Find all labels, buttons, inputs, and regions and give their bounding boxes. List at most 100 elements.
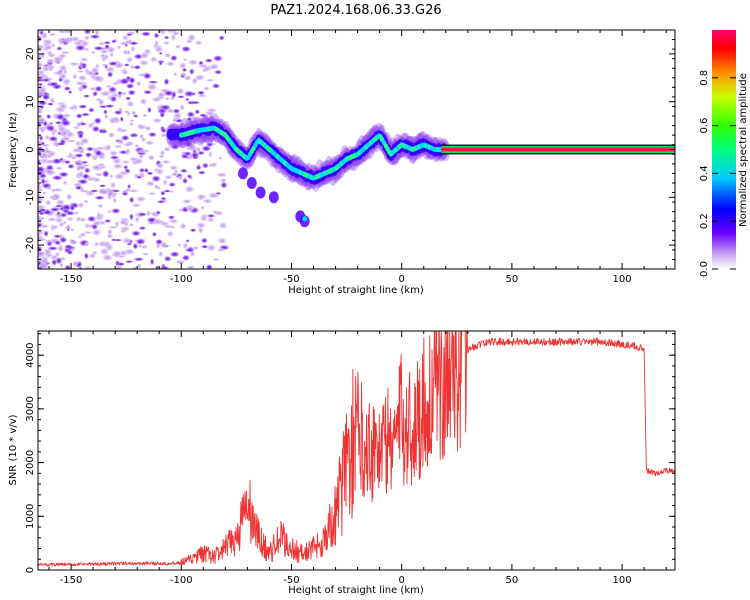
spectrogram-noise-blob: [165, 60, 175, 67]
spectrogram-noise-blob: [66, 249, 74, 255]
spectrogram-noise-blob: [71, 147, 83, 153]
spectrogram-noise-blob: [77, 85, 85, 93]
spectrogram-noise-blob: [163, 35, 170, 40]
spectrogram-noise-blob: [138, 167, 146, 173]
spectrogram-noise-blob: [154, 39, 159, 47]
spectrogram-noise-blob: [123, 221, 129, 228]
spectrogram-noise-blob: [81, 173, 91, 180]
spectrogram-marks: [38, 30, 675, 269]
spectrogram-noise-blob: [117, 128, 129, 133]
spectrogram-noise-blob: [206, 213, 216, 218]
spectrogram-blob: [246, 176, 257, 189]
spectrogram-noise-blob: [113, 172, 125, 181]
spectrogram-noise-blob: [153, 32, 160, 39]
spectrogram-noise-blob: [113, 109, 123, 116]
spectrogram-noise-blob: [186, 265, 196, 269]
spectrogram-noise-blob: [38, 197, 45, 201]
spectrogram-noise-blob: [110, 207, 121, 214]
spectrogram-noise-blob: [83, 241, 89, 247]
spectrogram-noise-blob: [75, 113, 83, 119]
spectrogram-noise-blob: [69, 240, 79, 245]
spectrogram-noise-blob: [147, 80, 160, 84]
spectrogram-noise-blob: [92, 74, 104, 83]
spectrogram-noise-blob: [182, 242, 189, 250]
spectrogram-noise-blob: [104, 218, 112, 224]
spectrogram-noise-blob: [60, 119, 72, 127]
spectrogram-noise-blob: [38, 205, 47, 209]
spectrogram-noise-blob: [207, 192, 219, 199]
spectrogram-noise-blob: [142, 72, 152, 80]
spectrogram-noise-blob: [147, 154, 156, 161]
spectrogram-noise-blob: [160, 159, 172, 165]
spectrogram-noise-blob: [162, 40, 171, 46]
spectrogram-noise-blob: [121, 34, 129, 41]
x-tick-label: 0: [398, 575, 404, 586]
spectrogram-noise-blob: [185, 204, 195, 212]
spectrogram-noise-blob: [130, 45, 136, 53]
spectrogram-noise-blob: [129, 157, 139, 162]
spectrogram-noise-blob: [219, 177, 227, 184]
y-tick-label: 1000: [25, 504, 36, 529]
spectrogram-noise-blob: [43, 248, 52, 256]
spectrogram-noise-blob: [114, 220, 120, 228]
spectrogram-noise-blob: [132, 257, 145, 262]
spectrogram-noise-blob: [212, 257, 220, 262]
spectrogram-noise-blob: [184, 97, 190, 102]
spectrogram-noise-blob: [168, 218, 180, 224]
spectrogram-noise-blob: [101, 169, 110, 178]
spectrogram-noise-blob: [38, 193, 42, 197]
spectrogram-noise-blob: [175, 259, 186, 265]
snr-marks: [38, 331, 675, 567]
spectrogram-noise-blob: [212, 55, 224, 62]
spectrogram-noise-blob: [178, 62, 188, 70]
spectrogram-noise-blob: [137, 263, 142, 269]
spectrogram-noise-blob: [38, 35, 44, 43]
spectrogram-noise-blob: [166, 230, 174, 238]
spectrogram-noise-blob: [51, 192, 62, 201]
spectrogram-noise-blob: [38, 30, 44, 33]
x-tick-label: 50: [506, 274, 519, 285]
spectrogram-noise-blob: [66, 163, 75, 169]
spectrogram-noise-blob: [99, 247, 110, 256]
spectrogram-noise-blob: [135, 195, 147, 203]
spectrogram-noise-blob: [133, 64, 142, 70]
spectrogram-noise-blob: [163, 189, 172, 193]
snr-ylabel: SNR (10 * v/v): [8, 414, 19, 485]
spectrogram-noise-blob: [155, 167, 164, 176]
spectrogram-noise-blob: [46, 186, 53, 191]
spectrogram-noise-blob: [184, 248, 196, 253]
spectrogram-noise-blob: [164, 174, 173, 181]
spectrogram-noise-blob: [163, 255, 172, 262]
spectrogram-noise-blob: [112, 163, 124, 170]
spectrogram-noise-blob: [127, 38, 133, 46]
y-tick-label: 3000: [25, 396, 36, 421]
spectrogram-noise-blob: [74, 44, 87, 52]
spectrogram-noise-blob: [140, 137, 147, 143]
spectrogram-noise-blob: [84, 30, 92, 35]
spectrogram-noise-blob: [195, 164, 202, 171]
spectrogram-noise-blob: [96, 211, 102, 220]
spectrogram-noise-blob: [50, 188, 57, 193]
spectrogram-noise-blob: [211, 83, 221, 89]
spectrogram-noise-blob: [38, 73, 42, 77]
spectrogram-noise-blob: [60, 203, 73, 212]
spectrogram-noise-blob: [52, 55, 62, 64]
spectrogram-noise-blob: [135, 80, 142, 87]
x-tick-label: -100: [170, 575, 193, 586]
spectrogram-noise-blob: [205, 142, 214, 148]
spectrogram-noise-blob: [54, 251, 60, 257]
spectrogram-noise-blob: [157, 250, 164, 258]
spectrogram-noise-blob: [160, 133, 167, 138]
spectrogram-noise-blob: [60, 136, 72, 141]
spectrogram-noise-blob: [216, 247, 227, 252]
colorbar-tick-label: 0.8: [699, 70, 710, 86]
y-tick-label: 4000: [25, 342, 36, 367]
spectrogram-noise-blob: [213, 69, 223, 75]
spectrogram-noise-blob: [90, 164, 103, 171]
spectrogram-noise-blob: [125, 83, 135, 90]
spectrogram-noise-blob: [206, 243, 217, 252]
spectrogram-noise-blob: [111, 189, 121, 193]
spectrogram-noise-blob: [38, 211, 46, 216]
spectrogram-noise-blob: [202, 162, 209, 169]
